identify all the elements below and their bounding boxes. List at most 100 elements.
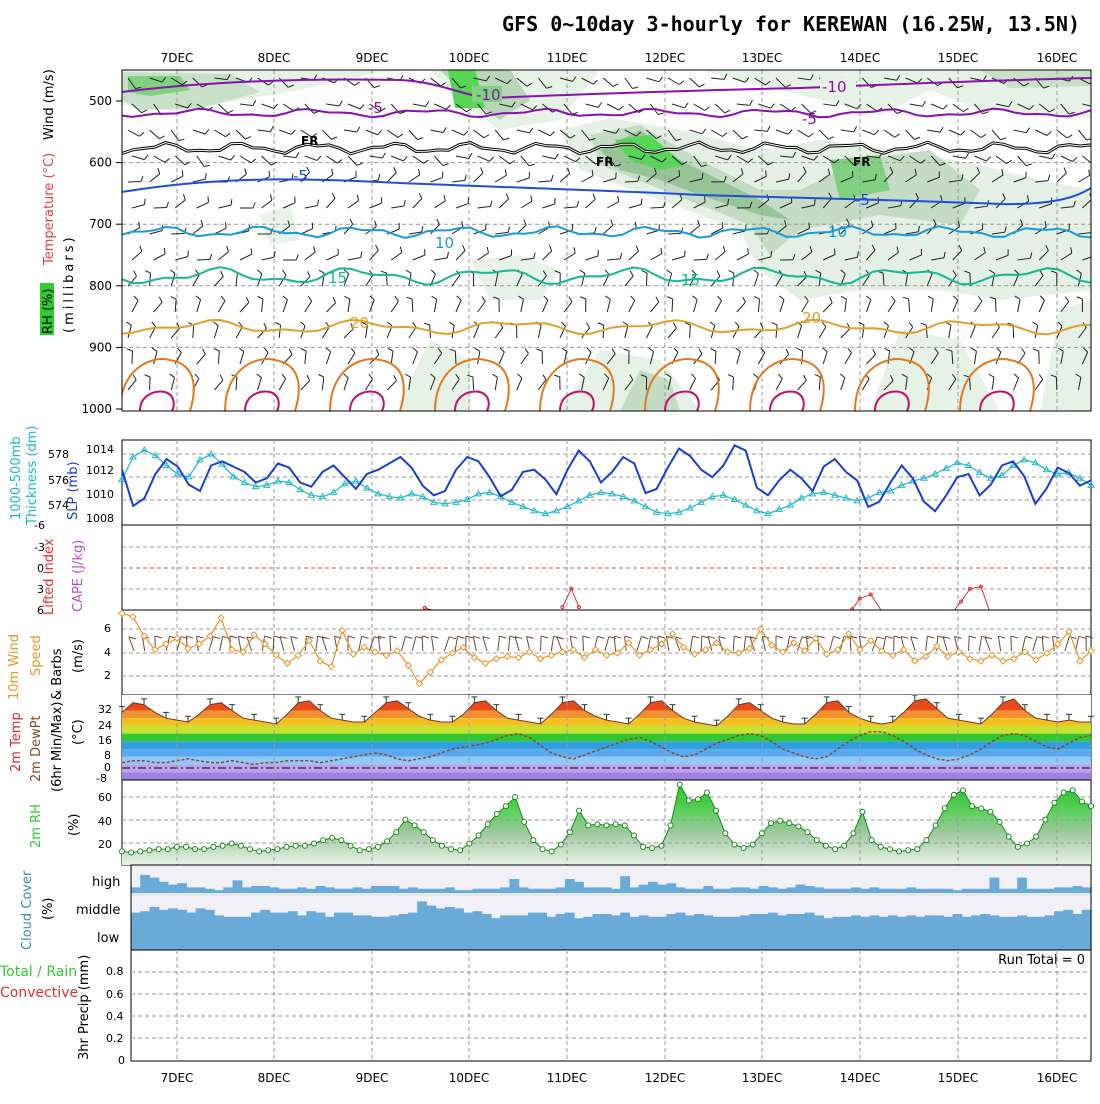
cloud-bar xyxy=(389,886,399,893)
cloud-bar xyxy=(602,887,612,893)
cloud-bar xyxy=(1017,921,1027,950)
cloud-bar xyxy=(223,917,233,921)
cape-label: CAPE (J/kg) xyxy=(71,540,86,612)
cloud-bar xyxy=(297,887,307,893)
temp-tick: 24 xyxy=(98,719,112,732)
date-label-bottom: 12DEC xyxy=(645,1071,685,1085)
rh-marker xyxy=(705,790,710,795)
slp-label: SLP (mb) xyxy=(66,461,81,520)
rh-marker xyxy=(375,844,380,849)
cloud-bar xyxy=(685,889,695,893)
cloud-bar xyxy=(611,889,621,893)
cloud-bar xyxy=(353,887,363,893)
rh-marker xyxy=(147,848,152,853)
rh-marker xyxy=(650,846,655,851)
y-tick-label: 1000 xyxy=(81,402,112,416)
temp-band xyxy=(122,749,1091,757)
date-label-top: 10DEC xyxy=(449,51,489,65)
wind-barb-flag xyxy=(771,251,772,257)
rh-marker xyxy=(156,847,161,852)
thickness-label-2: Thickness (dm) xyxy=(25,426,40,526)
cloud-bar xyxy=(436,921,446,950)
cloud-bar xyxy=(140,921,150,950)
cloud-bar xyxy=(842,921,852,950)
cloud-bar xyxy=(786,921,796,950)
cloud-bar xyxy=(500,915,510,921)
rh-marker xyxy=(275,847,280,852)
wind-barb xyxy=(625,181,638,182)
cloud-bar xyxy=(463,913,473,921)
li-tick: -6 xyxy=(34,519,45,532)
cloud-bar xyxy=(149,878,159,893)
cloud-bar xyxy=(823,889,833,893)
date-label-bottom: 9DEC xyxy=(356,1071,389,1085)
cloud-bar xyxy=(666,914,676,921)
wind-barb xyxy=(694,259,707,260)
wind-barb-flag xyxy=(679,170,680,176)
cloud-label-2: (%) xyxy=(41,898,56,921)
cloud-bar xyxy=(989,921,999,950)
cloud-bar xyxy=(574,921,584,950)
wind10m-label-2: Speed xyxy=(29,635,44,676)
rh-marker xyxy=(860,809,865,814)
cloud-bar xyxy=(1063,887,1073,893)
cloud-bar xyxy=(611,921,621,950)
cloud-bar xyxy=(1036,917,1046,921)
wind-tick: 6 xyxy=(104,622,111,635)
cloud-bar xyxy=(556,887,566,893)
cloud-bar xyxy=(740,915,750,921)
cloud-bar xyxy=(943,889,953,893)
wind-barb-flag xyxy=(226,222,227,228)
rh-marker xyxy=(897,849,902,854)
contour-label: 15 xyxy=(681,271,700,289)
rh-marker xyxy=(421,830,426,835)
cloud-bar xyxy=(371,886,381,893)
cloud-bar xyxy=(925,921,935,950)
cloud-bar xyxy=(426,906,436,921)
cloud-bar xyxy=(371,917,381,921)
wind-label: Wind (m/s) xyxy=(42,69,57,140)
temp-band xyxy=(122,772,1091,780)
wind-barb xyxy=(473,377,474,390)
cloud-bar xyxy=(445,887,455,893)
lifted-index-cape-panel: -6 -3 0 3 6 Lifted Index CAPE (J/kg) xyxy=(34,519,1091,617)
cloud-bar xyxy=(971,921,981,950)
cloud-bar xyxy=(888,889,898,893)
cloud-bar xyxy=(1008,917,1018,921)
cloud-bar xyxy=(159,910,169,921)
cloud-bar xyxy=(703,915,713,921)
cloud-bar xyxy=(177,921,187,950)
rh-marker xyxy=(503,804,508,809)
wind-barb-10m xyxy=(583,636,584,651)
cloud-bar xyxy=(482,921,492,950)
cloud-bar xyxy=(242,921,252,950)
cloud-bar xyxy=(380,921,390,950)
wind-barb-flag xyxy=(728,199,729,205)
wind10m-label-1: 10m Wind xyxy=(7,634,22,700)
rh-marker xyxy=(522,819,527,824)
rh-marker xyxy=(531,838,536,843)
rh-marker xyxy=(1089,804,1094,809)
rh-label: RH (%) xyxy=(41,289,56,334)
rh-marker xyxy=(1079,799,1084,804)
cloud-bar xyxy=(546,917,556,921)
cloud-bar xyxy=(380,917,390,921)
cloud-bar xyxy=(722,921,732,950)
cloud-bar xyxy=(869,887,879,893)
cloud-bar xyxy=(473,911,483,921)
precip-label-1: Total / Rain xyxy=(0,964,77,980)
cloud-bar xyxy=(509,879,519,893)
date-label-bottom: 16DEC xyxy=(1037,1071,1077,1085)
precip-tick: 0.8 xyxy=(106,965,124,978)
millibars-label: (millibars) xyxy=(62,234,77,333)
rh-marker xyxy=(641,844,646,849)
cloud-bar xyxy=(805,886,815,893)
date-label-top: 7DEC xyxy=(161,51,194,65)
cloud-bar xyxy=(999,917,1009,921)
cloud-bar xyxy=(519,887,529,893)
precip-tick: 0.4 xyxy=(106,1010,124,1023)
date-label-bottom: 10DEC xyxy=(449,1071,489,1085)
cloud-bar xyxy=(666,921,676,950)
wind-barb xyxy=(672,299,673,312)
cloud-bar xyxy=(556,914,566,921)
